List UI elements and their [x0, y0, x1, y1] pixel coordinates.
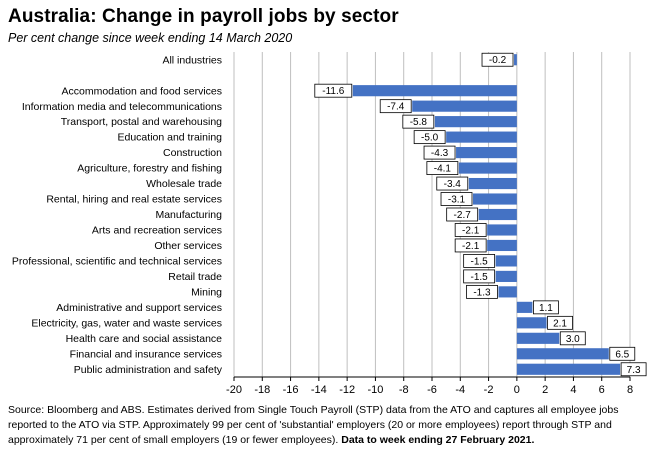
data-label: -3.1: [448, 195, 466, 206]
data-label: 3.0: [566, 334, 580, 345]
x-tick-label: 4: [570, 384, 576, 396]
chart-page: Australia: Change in payroll jobs by sec…: [0, 0, 650, 455]
category-label: Rental, hiring and real estate services: [46, 194, 222, 206]
x-tick-label: -2: [484, 384, 494, 396]
data-label: -11.6: [322, 86, 344, 97]
x-tick-label: -16: [283, 384, 299, 396]
x-tick-label: -4: [455, 384, 465, 396]
category-label: Wholesale trade: [146, 178, 222, 190]
x-tick-label: -10: [367, 384, 383, 396]
x-tick-label: -18: [254, 384, 270, 396]
x-tick-label: -8: [399, 384, 409, 396]
bar: [469, 178, 517, 189]
bar-chart: -20 -18 -16 -14 -12 -10 -8 -6 -4 -2 0 2 4 6 8 All indu…: [0, 0, 650, 400]
data-label: -4.3: [431, 148, 449, 159]
bar: [517, 333, 559, 344]
category-label: Mining: [191, 286, 222, 298]
data-label: -2.1: [462, 225, 480, 236]
data-label: -4.1: [434, 164, 452, 175]
data-date-note: Data to week ending 27 February 2021.: [341, 434, 534, 446]
bar: [517, 348, 609, 359]
category-label: Other services: [154, 240, 222, 252]
data-label: 7.3: [627, 365, 641, 376]
bar: [412, 101, 517, 112]
category-label: Retail trade: [168, 271, 222, 283]
data-label: -0.2: [489, 55, 507, 66]
data-label: -2.7: [454, 210, 472, 221]
category-label: Health care and social assistance: [66, 333, 223, 345]
data-label: -3.4: [444, 179, 462, 190]
category-label: Construction: [163, 147, 222, 159]
category-label: Administrative and support services: [56, 302, 222, 314]
bar: [496, 255, 517, 266]
category-label: Education and training: [118, 132, 223, 144]
bar: [514, 54, 517, 65]
bar: [479, 209, 517, 220]
category-label: Accommodation and food services: [62, 85, 223, 97]
bar: [446, 132, 517, 143]
category-label: Agriculture, forestry and fishing: [77, 163, 222, 175]
data-label: 2.1: [553, 318, 567, 329]
x-tick-label: -14: [311, 384, 327, 396]
category-label: Public administration and safety: [74, 364, 223, 376]
category-label: All industries: [162, 54, 222, 66]
category-label: Transport, postal and warehousing: [61, 116, 222, 128]
bar: [487, 240, 517, 251]
data-label: 1.1: [539, 303, 553, 314]
category-label: Arts and recreation services: [92, 225, 222, 237]
category-label: Professional, scientific and technical s…: [12, 256, 222, 268]
data-label: -1.5: [471, 272, 489, 283]
data-label: -2.1: [462, 241, 480, 252]
bar: [496, 271, 517, 282]
data-label: -5.8: [410, 117, 428, 128]
bar: [498, 286, 516, 297]
bar: [435, 116, 517, 127]
category-label: Manufacturing: [155, 209, 222, 221]
x-tick-label: -6: [427, 384, 437, 396]
bar: [456, 147, 517, 158]
category-label: Financial and insurance services: [70, 348, 222, 360]
data-label: 6.5: [615, 349, 629, 360]
x-tick-label: -20: [226, 384, 242, 396]
x-tick-label: -12: [339, 384, 355, 396]
x-tick-label: 2: [542, 384, 548, 396]
bar: [459, 163, 517, 174]
data-label: -1.3: [473, 287, 491, 298]
category-label: Information media and telecommunications: [22, 101, 222, 113]
x-tick-label: 0: [514, 384, 520, 396]
bar: [517, 364, 620, 375]
bar: [517, 317, 547, 328]
bar: [353, 85, 517, 96]
bar: [517, 302, 533, 313]
source-note: Source: Bloomberg and ABS. Estimates der…: [8, 403, 644, 448]
x-tick-label: 8: [627, 384, 633, 396]
data-label: -5.0: [421, 133, 439, 144]
x-tick-label: 6: [599, 384, 605, 396]
category-label: Electricity, gas, water and waste servic…: [31, 317, 222, 329]
bar: [487, 224, 517, 235]
category-labels: All industries Accommodation and food ser…: [12, 54, 223, 376]
data-label: -1.5: [471, 256, 489, 267]
x-axis: -20 -18 -16 -14 -12 -10 -8 -6 -4 -2 0 2 4 6 8: [226, 377, 633, 396]
bar: [473, 193, 517, 204]
data-label: -7.4: [387, 102, 405, 113]
